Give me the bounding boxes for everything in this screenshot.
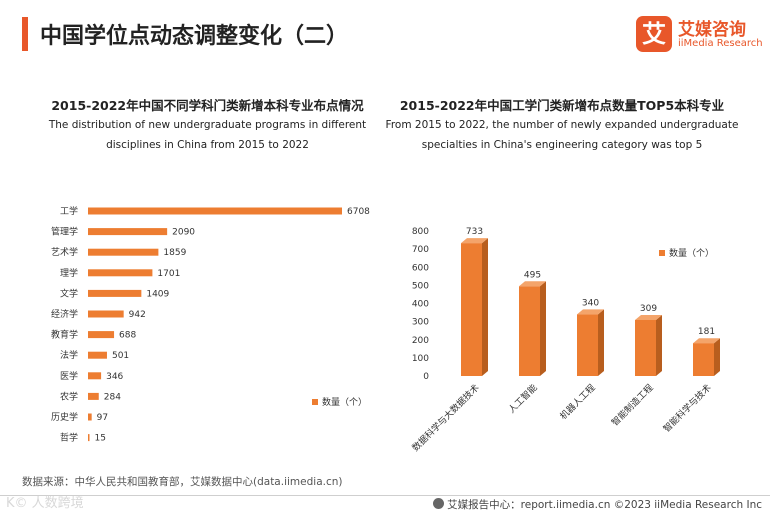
category-label: 农学 bbox=[60, 390, 78, 402]
category-label: 机器人工程 bbox=[557, 382, 597, 422]
logo-cn-text: 艾媒咨询 bbox=[678, 20, 746, 40]
bar bbox=[88, 351, 107, 359]
right-chart-title: 2015-2022年中国工学门类新增布点数量TOP5本科专业 bbox=[399, 98, 725, 113]
value-label: 942 bbox=[129, 310, 146, 320]
logo-en-text: iiMedia Research bbox=[678, 38, 763, 49]
category-label: 理学 bbox=[60, 267, 78, 279]
category-label: 智能制造工程 bbox=[609, 382, 656, 429]
category-label: 医学 bbox=[60, 370, 78, 382]
logo-mark-icon: 艾 bbox=[636, 16, 672, 52]
page-title: 中国学位点动态调整变化（二） bbox=[40, 24, 349, 49]
column-top bbox=[461, 238, 488, 244]
footer-credit-text: 艾媒报告中心：report.iimedia.cn ©2023 iiMedia R… bbox=[447, 499, 762, 511]
right-column-chart: 0 100 200 300 400 500 600 700 800 733 数据科学与大数据技术 49… bbox=[409, 227, 720, 454]
column-top bbox=[635, 314, 662, 320]
left-chart-title: 2015-2022年中国不同学科门类新增本科专业布点情况 bbox=[51, 98, 364, 113]
footer-divider bbox=[0, 495, 770, 496]
y-tick-label: 700 bbox=[412, 245, 429, 255]
bar bbox=[88, 248, 159, 256]
bar bbox=[88, 392, 99, 400]
category-label: 教育学 bbox=[51, 329, 78, 341]
value-label: 309 bbox=[640, 304, 657, 314]
report-center-icon bbox=[433, 498, 445, 509]
value-label: 1409 bbox=[146, 289, 169, 299]
y-tick-label: 0 bbox=[423, 372, 429, 382]
y-tick-label: 300 bbox=[412, 318, 429, 328]
value-label: 284 bbox=[104, 392, 121, 402]
y-tick-label: 400 bbox=[412, 300, 429, 310]
value-label: 15 bbox=[95, 434, 106, 444]
column-side bbox=[656, 314, 662, 376]
legend-swatch bbox=[312, 399, 318, 405]
category-label: 数据科学与大数据技术 bbox=[409, 382, 481, 454]
value-label: 1859 bbox=[163, 248, 186, 258]
category-label: 历史学 bbox=[51, 411, 78, 423]
bar bbox=[88, 207, 342, 215]
y-tick-label: 500 bbox=[412, 281, 429, 291]
iimedia-logo: 艾 艾媒咨询 iiMedia Research bbox=[636, 14, 766, 54]
column-bar bbox=[693, 343, 714, 376]
category-label: 哲学 bbox=[60, 432, 78, 444]
left-bar-chart: 工学 6708 管理学 2090 艺术学 1859 理学 1701 文学 1409 经济学 942 教育… bbox=[51, 205, 370, 444]
data-source: 数据来源：中华人民共和国教育部，艾媒数据中心(data.iimedia.cn) bbox=[22, 476, 343, 488]
bar bbox=[88, 331, 115, 339]
column-side bbox=[598, 309, 604, 376]
value-label: 501 bbox=[112, 351, 129, 361]
column-top bbox=[693, 338, 720, 344]
column-side bbox=[540, 281, 546, 376]
value-label: 97 bbox=[97, 413, 108, 423]
y-tick-label: 100 bbox=[412, 354, 429, 364]
category-label: 管理学 bbox=[51, 226, 78, 238]
column-top bbox=[577, 309, 604, 315]
legend-label: 数量（个） bbox=[322, 396, 367, 408]
value-label: 181 bbox=[698, 327, 715, 337]
category-label: 艺术学 bbox=[51, 246, 78, 258]
column-bar bbox=[519, 286, 540, 376]
left-chart-subtitle: The distribution of new undergraduate pr… bbox=[48, 119, 367, 151]
category-label: 经济学 bbox=[51, 308, 78, 320]
y-tick-label: 200 bbox=[412, 336, 429, 346]
bar bbox=[88, 289, 142, 297]
value-label: 346 bbox=[106, 372, 123, 382]
value-label: 6708 bbox=[347, 207, 370, 217]
title-accent-bar bbox=[22, 17, 28, 51]
bar bbox=[88, 269, 153, 277]
column-bar bbox=[635, 319, 656, 376]
value-label: 733 bbox=[466, 227, 483, 237]
column-bar bbox=[577, 314, 598, 376]
bar bbox=[88, 434, 90, 442]
value-label: 495 bbox=[524, 270, 541, 280]
bar bbox=[88, 372, 102, 380]
category-label: 智能科学与技术 bbox=[661, 382, 714, 435]
category-label: 文学 bbox=[60, 287, 78, 299]
value-label: 1701 bbox=[157, 269, 180, 279]
column-bar bbox=[461, 243, 482, 376]
value-label: 340 bbox=[582, 298, 599, 308]
bar bbox=[88, 310, 124, 318]
legend-swatch bbox=[659, 250, 665, 256]
column-side bbox=[714, 338, 720, 376]
y-tick-label: 600 bbox=[412, 263, 429, 273]
watermark: K© 人数跨境 bbox=[6, 496, 84, 511]
y-tick-label: 800 bbox=[412, 227, 429, 237]
value-label: 2090 bbox=[172, 228, 195, 238]
value-label: 688 bbox=[119, 331, 136, 341]
right-chart-subtitle: From 2015 to 2022, the number of newly e… bbox=[385, 119, 739, 151]
bar bbox=[88, 413, 92, 421]
category-label: 人工智能 bbox=[506, 382, 540, 416]
legend-label: 数量（个） bbox=[669, 247, 714, 259]
category-label: 法学 bbox=[60, 349, 78, 361]
category-label: 工学 bbox=[60, 205, 78, 217]
footer-credit: 艾媒报告中心：report.iimedia.cn ©2023 iiMedia R… bbox=[433, 497, 762, 512]
bar bbox=[88, 228, 168, 236]
column-top bbox=[519, 281, 546, 287]
column-side bbox=[482, 238, 488, 376]
